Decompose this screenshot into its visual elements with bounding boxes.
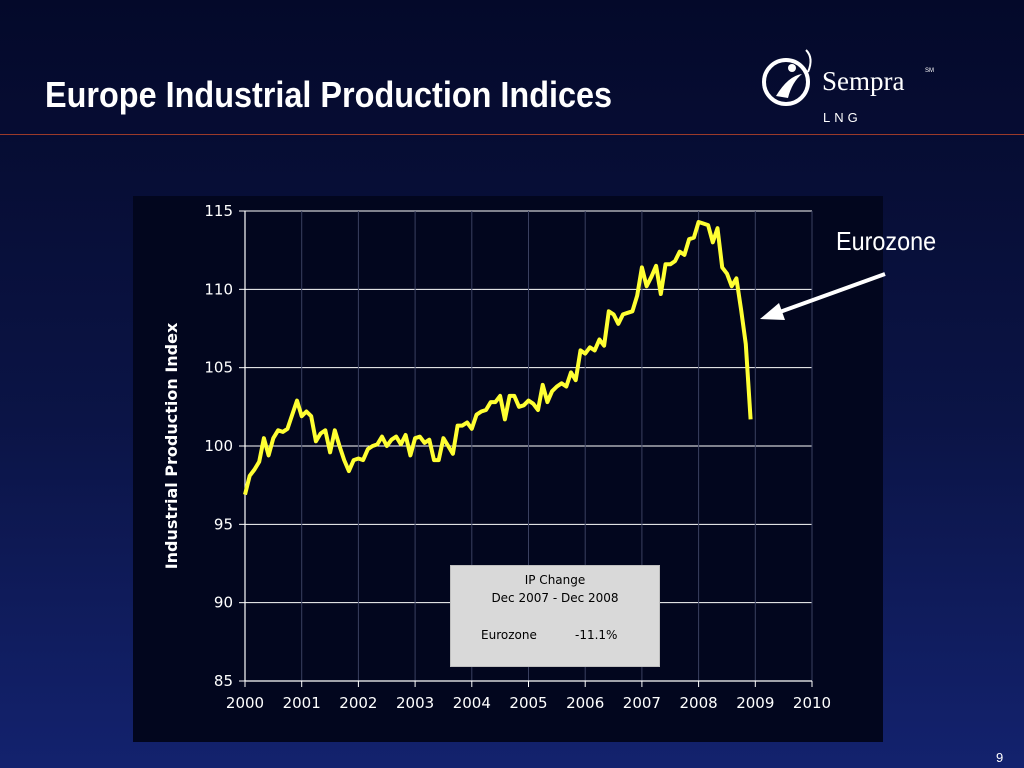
slide-title: Europe Industrial Production Indices xyxy=(45,74,613,115)
x-tick-label: 2009 xyxy=(736,694,774,712)
arrow-icon xyxy=(760,272,886,320)
x-tick-label: 2000 xyxy=(226,694,264,712)
sempra-logo xyxy=(758,44,958,134)
x-tick-label: 2002 xyxy=(339,694,377,712)
logo-name: Sempra xyxy=(822,66,905,96)
x-tick-label: 2003 xyxy=(396,694,434,712)
line-chart: 85 90 95 100 105 110 115 2000 2001 2002 2003 2004 20… xyxy=(162,202,831,712)
logo-subtitle: LNG xyxy=(823,110,862,125)
x-tick-label: 2005 xyxy=(509,694,547,712)
title-divider xyxy=(0,134,1024,135)
logo-service-mark: SM xyxy=(925,68,934,74)
ip-change-region: Eurozone xyxy=(481,628,537,642)
y-axis-label: Industrial Production Index xyxy=(162,322,181,569)
sempra-logo-icon xyxy=(762,49,812,106)
x-tick-label: 2007 xyxy=(623,694,661,712)
ip-change-box: IP Change Dec 2007 - Dec 2008 Eurozone -… xyxy=(450,565,660,667)
chart-series xyxy=(243,220,753,496)
ip-change-period: Dec 2007 - Dec 2008 xyxy=(491,591,619,605)
y-tick-label: 85 xyxy=(214,672,233,690)
ip-change-title: IP Change xyxy=(524,573,586,587)
x-tick-label: 2010 xyxy=(793,694,831,712)
chart-tick-labels: 85 90 95 100 105 110 115 2000 2001 2002 2003 2004 20… xyxy=(204,202,831,712)
y-tick-label: 110 xyxy=(204,280,233,298)
x-tick-label: 2008 xyxy=(680,694,718,712)
chart-axes xyxy=(239,210,813,687)
y-tick-label: 95 xyxy=(214,515,233,533)
y-tick-label: 100 xyxy=(204,437,233,455)
ip-change-value: -11.1% xyxy=(575,628,618,642)
x-tick-label: 2004 xyxy=(453,694,491,712)
y-tick-label: 115 xyxy=(204,202,233,220)
chart-area: 85 90 95 100 105 110 115 2000 2001 2002 2003 2004 20… xyxy=(133,196,883,742)
x-tick-label: 2001 xyxy=(283,694,321,712)
y-tick-label: 105 xyxy=(204,359,233,377)
series-line xyxy=(243,220,753,496)
series-annotation-label: Eurozone xyxy=(836,226,937,256)
x-tick-label: 2006 xyxy=(566,694,604,712)
y-tick-label: 90 xyxy=(214,594,233,612)
page-number: 9 xyxy=(996,750,1004,765)
